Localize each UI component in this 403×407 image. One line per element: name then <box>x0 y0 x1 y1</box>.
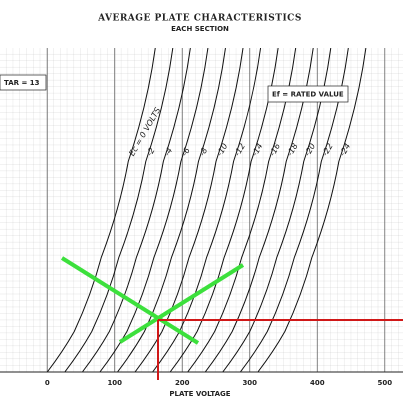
curve <box>239 48 349 372</box>
curve <box>117 48 226 372</box>
curve <box>99 48 209 372</box>
x-tick-label: 400 <box>310 379 325 387</box>
curve-label: -2 <box>145 146 157 157</box>
green-line <box>60 256 200 345</box>
grid <box>46 48 386 372</box>
x-tick-label: 300 <box>242 379 257 387</box>
x-tick-label: 200 <box>175 379 190 387</box>
green-line <box>118 263 245 344</box>
curves <box>46 48 367 372</box>
curve <box>64 48 174 372</box>
chart-title: AVERAGE PLATE CHARACTERISTICS <box>97 14 302 24</box>
curve-label: -4 <box>162 146 174 157</box>
curve <box>46 48 156 372</box>
x-tick-label: 0 <box>45 379 50 387</box>
annotation-box <box>0 74 47 91</box>
curve-label: -6 <box>180 146 192 157</box>
curve <box>204 48 314 372</box>
curve <box>222 48 332 372</box>
annotation: TAR = 13 <box>4 79 40 87</box>
x-tick-label: 500 <box>377 379 392 387</box>
annotation-box <box>267 85 349 103</box>
curve <box>187 48 297 372</box>
curve <box>257 48 367 372</box>
curve <box>152 48 262 372</box>
x-tick-label: 100 <box>107 379 122 387</box>
curve-label: -8 <box>198 146 210 157</box>
x-axis-label: PLATE VOLTAGE <box>169 390 230 398</box>
annotation: Ef = RATED VALUE <box>272 91 344 99</box>
curve <box>169 48 279 372</box>
chart-subtitle: EACH SECTION <box>171 25 229 33</box>
curve <box>81 48 191 372</box>
